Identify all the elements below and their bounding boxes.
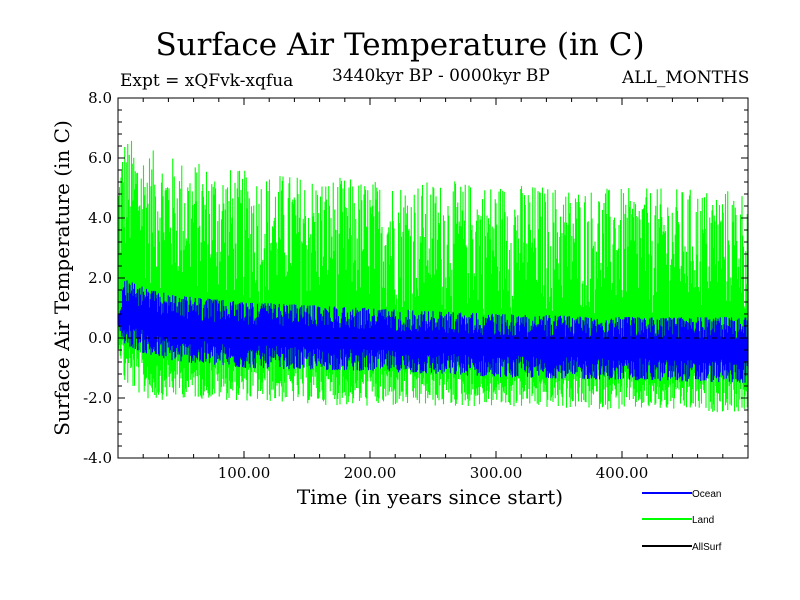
period-label: 3440kyr BP - 0000kyr BP [332,66,550,86]
legend-label-allsurf: AllSurf [692,542,722,553]
x-tick-label: 100.00 [218,464,271,482]
x-tick-label: 400.00 [596,464,649,482]
y-tick-label: 6.0 [88,149,112,167]
x-axis-title: Time (in years since start) [296,485,564,509]
legend-label-ocean: Ocean [692,489,721,500]
y-tick-label: -2.0 [83,389,112,407]
y-tick-label: 2.0 [88,269,112,287]
x-tick-label: 300.00 [470,464,523,482]
y-tick-label: 4.0 [88,209,112,227]
y-tick-label: 0.0 [88,329,112,347]
y-tick-label: -4.0 [83,449,112,467]
x-tick-label: 200.00 [344,464,397,482]
chart-title: Surface Air Temperature (in C) [155,27,645,63]
experiment-label: Expt = xQFvk-xqfua [120,71,294,91]
y-tick-label: 8.0 [88,89,112,107]
legend-label-land: Land [692,515,714,526]
months-label: ALL_MONTHS [622,68,750,88]
